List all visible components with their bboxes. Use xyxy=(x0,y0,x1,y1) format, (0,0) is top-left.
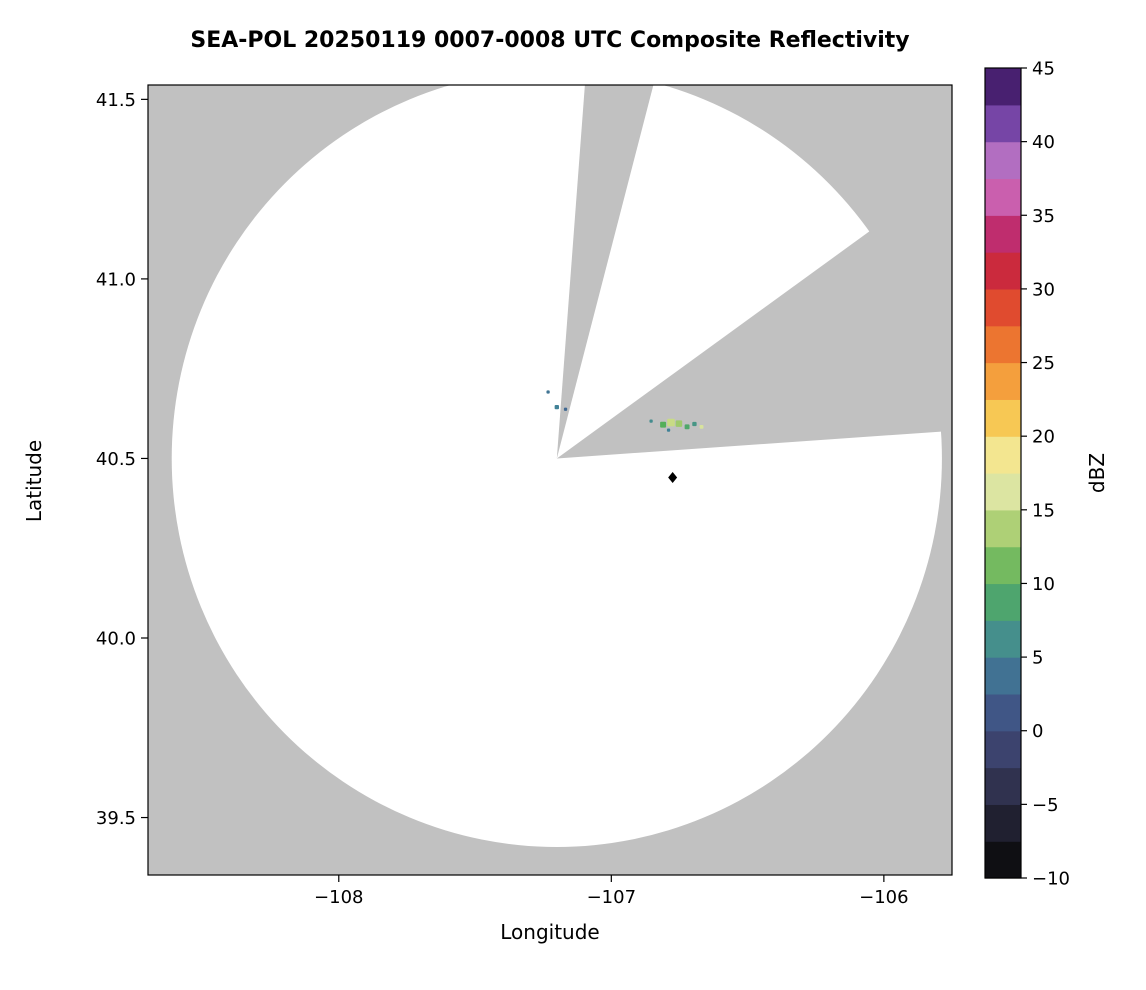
radar-coverage-circle xyxy=(171,85,942,847)
reflectivity-echo xyxy=(692,421,697,427)
colorbar-segment xyxy=(985,288,1021,327)
colorbar-segment xyxy=(985,583,1021,621)
reflectivity-echo xyxy=(563,407,568,411)
colorbar-tick-label: 35 xyxy=(1032,206,1055,227)
colorbar-segment xyxy=(985,693,1021,732)
y-tick-label: 40.0 xyxy=(96,629,136,650)
colorbar-segment xyxy=(985,141,1021,180)
colorbar-border xyxy=(984,67,1022,879)
y-tick-label: 39.5 xyxy=(96,808,136,829)
colorbar-tick-label: 10 xyxy=(1032,574,1055,595)
plot-content-group xyxy=(148,85,952,875)
reflectivity-echo xyxy=(684,424,690,430)
plot-border xyxy=(147,84,953,876)
reflectivity-echo xyxy=(554,404,559,410)
radar-site-marker xyxy=(668,471,678,483)
chart-title: SEA-POL 20250119 0007-0008 UTC Composite… xyxy=(190,28,910,53)
colorbar-segment xyxy=(985,657,1021,695)
colorbar-tick-label: 0 xyxy=(1032,721,1043,742)
reflectivity-echo xyxy=(667,418,675,427)
colorbar-segment xyxy=(985,546,1021,585)
blocked-sector xyxy=(556,171,952,459)
colorbar-segment xyxy=(985,325,1021,364)
blocked-sector xyxy=(556,85,654,459)
colorbar-segment xyxy=(985,767,1021,805)
reflectivity-echo xyxy=(660,421,667,428)
y-axis-label: Latitude xyxy=(22,439,46,523)
colorbar-segment xyxy=(985,362,1021,400)
colorbar-segment xyxy=(985,509,1021,548)
reflectivity-echo xyxy=(649,419,653,423)
colorbar-segment xyxy=(985,841,1021,879)
colorbar-segment xyxy=(985,620,1021,658)
colorbar-segment xyxy=(985,399,1021,437)
colorbar-tick-label: 15 xyxy=(1032,500,1055,521)
x-axis-label: Longitude xyxy=(500,920,600,944)
reflectivity-echo xyxy=(666,428,671,432)
reflectivity-echo xyxy=(699,424,704,429)
x-tick-label: −108 xyxy=(314,887,363,908)
colorbar-segment xyxy=(985,730,1021,769)
colorbar-tick-label: 25 xyxy=(1032,353,1055,374)
colorbar-tick-label: 45 xyxy=(1032,59,1055,80)
colorbar-segment xyxy=(985,473,1021,511)
colorbar-tick-label: 30 xyxy=(1032,279,1055,300)
y-tick-label: 41.0 xyxy=(96,269,136,290)
colorbar-tick-label: −5 xyxy=(1032,795,1059,816)
colorbar-tick-label: 5 xyxy=(1032,648,1043,669)
colorbar-tick-label: 20 xyxy=(1032,427,1055,448)
colorbar-label: dBZ xyxy=(1085,452,1109,494)
colorbar-segment xyxy=(985,215,1021,253)
colorbar-tick-label: 40 xyxy=(1032,132,1055,153)
colorbar-segment xyxy=(985,436,1021,474)
reflectivity-echo xyxy=(675,420,683,427)
colorbar-segment xyxy=(985,252,1021,290)
x-tick-label: −106 xyxy=(859,887,908,908)
colorbar-segment xyxy=(985,68,1021,106)
y-tick-label: 41.5 xyxy=(96,90,136,111)
colorbar-segment xyxy=(985,178,1021,216)
colorbar-segment xyxy=(985,104,1021,143)
y-tick-label: 40.5 xyxy=(96,449,136,470)
x-tick-label: −107 xyxy=(587,887,636,908)
reflectivity-echo xyxy=(546,390,550,394)
colorbar-segment xyxy=(985,804,1021,842)
colorbar-tick-label: −10 xyxy=(1032,869,1070,890)
